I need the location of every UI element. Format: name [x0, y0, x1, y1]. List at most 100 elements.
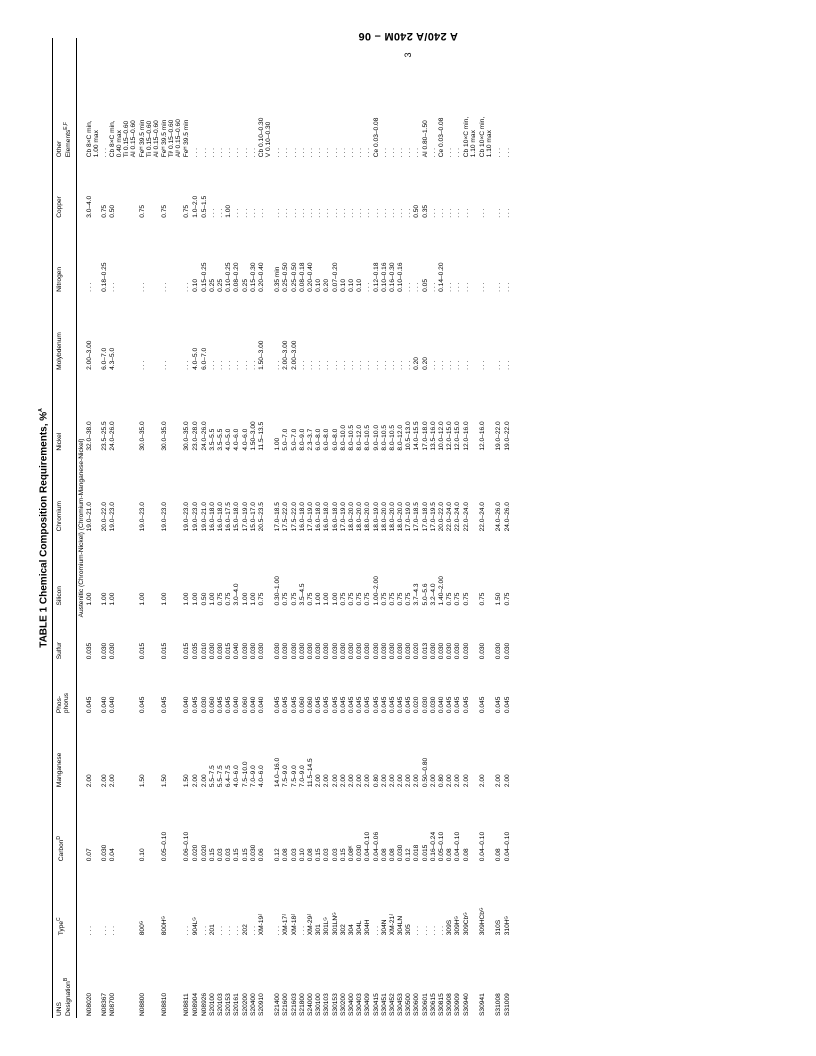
- cell-oth: . . .: [347, 38, 355, 159]
- cell-cr: 18.0–20.0: [380, 453, 388, 534]
- cell-p: 0.045: [372, 661, 380, 715]
- cell-si: 0.75: [397, 533, 405, 607]
- cell-cr: 24.0–26.0: [495, 453, 503, 534]
- cell-p: 0.045: [380, 661, 388, 715]
- cell-oth: . . .: [241, 38, 249, 159]
- cell-c: 0.12: [274, 789, 282, 863]
- cell-mo: . . .: [462, 294, 477, 372]
- cell-cu: . . .: [454, 159, 462, 220]
- cell-si: 1.00: [208, 533, 216, 607]
- cell-mn: 2.00: [495, 715, 503, 789]
- cell-type: . . .: [421, 863, 429, 937]
- cell-n: 0.07–0.20: [331, 220, 339, 294]
- cell-n: 0.25: [216, 220, 224, 294]
- cell-uns: N08904: [192, 937, 200, 1018]
- cell-mn: 2.00: [200, 715, 208, 789]
- cell-type: 309Hᴳ: [454, 863, 462, 937]
- cell-mo: . . .: [241, 294, 249, 372]
- cell-mn: 2.00: [339, 715, 347, 789]
- cell-c: 0.030: [397, 789, 405, 863]
- cell-ni: 8.0–10.0: [339, 372, 347, 453]
- cell-mn: 2.00: [397, 715, 405, 789]
- table-row: S21800. . .0.107.0–9.00.0600.0303.5–4.51…: [298, 38, 306, 1018]
- cell-ni: 24.0–26.0: [200, 372, 208, 453]
- cell-mo: . . .: [388, 294, 396, 372]
- cell-c: 0.10: [138, 789, 160, 863]
- cell-c: 0.08ᴷ: [347, 789, 355, 863]
- cell-uns: S21400: [274, 937, 282, 1018]
- cell-uns: S20103: [216, 937, 224, 1018]
- cell-type: 309HCbᴳ: [478, 863, 493, 937]
- cell-c: 0.04: [109, 789, 138, 863]
- cell-si: 0.75: [446, 533, 454, 607]
- cell-c: 0.03: [290, 789, 298, 863]
- cell-oth: Ce 0.03–0.08: [372, 38, 380, 159]
- cell-type: 301Lᴳ: [323, 863, 331, 937]
- cell-si: 0.75: [282, 533, 290, 607]
- cell-cr: 17.0–19.0: [339, 453, 347, 534]
- cell-cu: . . .: [429, 159, 437, 220]
- cell-cu: . . .: [380, 159, 388, 220]
- cell-mo: . . .: [503, 294, 511, 372]
- cell-si: 3.7–4.3: [413, 533, 421, 607]
- cell-si: 1.50: [495, 533, 503, 607]
- cell-mn: 2.00: [331, 715, 339, 789]
- table-row: S305003050.122.000.0450.0300.7517.0–19.0…: [405, 38, 413, 1018]
- cell-cr: 18.0–19.0: [372, 453, 380, 534]
- cell-ni: 4.0–6.0: [233, 372, 241, 453]
- cell-ni: 12.0–16.0: [462, 372, 477, 453]
- cell-ni: 8.0–10.5: [380, 372, 388, 453]
- cell-c: 0.04–0.06: [372, 789, 380, 863]
- cell-uns: S30500: [405, 937, 413, 1018]
- cell-mo: 6.0–7.0: [200, 294, 208, 372]
- cell-type: 304N: [380, 863, 388, 937]
- cell-cr: 19.0–21.0: [200, 453, 208, 534]
- cell-uns: S20400: [249, 937, 257, 1018]
- cell-oth: Cb 10×C min,1.10 max: [478, 38, 493, 159]
- cell-c: 0.15: [233, 789, 241, 863]
- table-row: S20161. . .0.154.0–6.00.0400.0403.0–4.01…: [233, 38, 241, 1018]
- cell-mo: 2.00–3.00: [290, 294, 298, 372]
- cell-ni: 12.0–15.0: [454, 372, 462, 453]
- cell-s: 0.030: [454, 607, 462, 661]
- cell-s: 0.030: [356, 607, 364, 661]
- cell-ni: 30.0–35.0: [160, 372, 182, 453]
- cell-mo: . . .: [298, 294, 306, 372]
- table-row: S30451304N0.082.000.0450.0300.7518.0–20.…: [380, 38, 388, 1018]
- cell-mn: 0.80: [372, 715, 380, 789]
- cell-s: 0.030: [495, 607, 503, 661]
- cell-n: 0.10: [339, 220, 347, 294]
- cell-uns: S30615: [429, 937, 437, 1018]
- cell-n: 0.25: [208, 220, 216, 294]
- col-uns: UNSDesignationB: [53, 937, 76, 1018]
- cell-cr: 17.0–18.0: [421, 453, 429, 534]
- cell-cr: 17.5–22.0: [290, 453, 298, 534]
- cell-p: 0.045: [331, 661, 339, 715]
- cell-uns: S30909: [454, 937, 462, 1018]
- cell-cr: 20.5–23.5: [257, 453, 272, 534]
- cell-mn: 7.5–9.0: [282, 715, 290, 789]
- cell-p: 0.045: [347, 661, 355, 715]
- cell-p: 0.045: [462, 661, 477, 715]
- cell-cr: 22.0–24.0: [446, 453, 454, 534]
- cell-oth: . . .: [225, 38, 233, 159]
- cell-mo: . . .: [372, 294, 380, 372]
- cell-type: . . .: [225, 863, 233, 937]
- cell-p: 0.045: [315, 661, 323, 715]
- cell-p: 0.030: [200, 661, 208, 715]
- cell-uns: S31009: [503, 937, 511, 1018]
- col-oth: OtherElementsE,F: [53, 38, 76, 159]
- cell-oth: Cb 8×C min,0.40 maxTi 0.15–0.60Al 0.15–0…: [109, 38, 138, 159]
- cell-cu: . . .: [298, 159, 306, 220]
- cell-uns: N08810: [160, 937, 182, 1018]
- cell-si: 1.40–2.00: [437, 533, 445, 607]
- col-cu: Copper: [53, 159, 76, 220]
- cell-cr: 16.0–18.0: [323, 453, 331, 534]
- cell-mo: . . .: [380, 294, 388, 372]
- cell-type: . . .: [437, 863, 445, 937]
- cell-type: 800ᴳ: [138, 863, 160, 937]
- cell-oth: Cb 8×C min,1.00 max: [86, 38, 101, 159]
- cell-mn: 1.50: [182, 715, 190, 789]
- cell-oth: . . .: [331, 38, 339, 159]
- cell-si: 1.00: [86, 533, 101, 607]
